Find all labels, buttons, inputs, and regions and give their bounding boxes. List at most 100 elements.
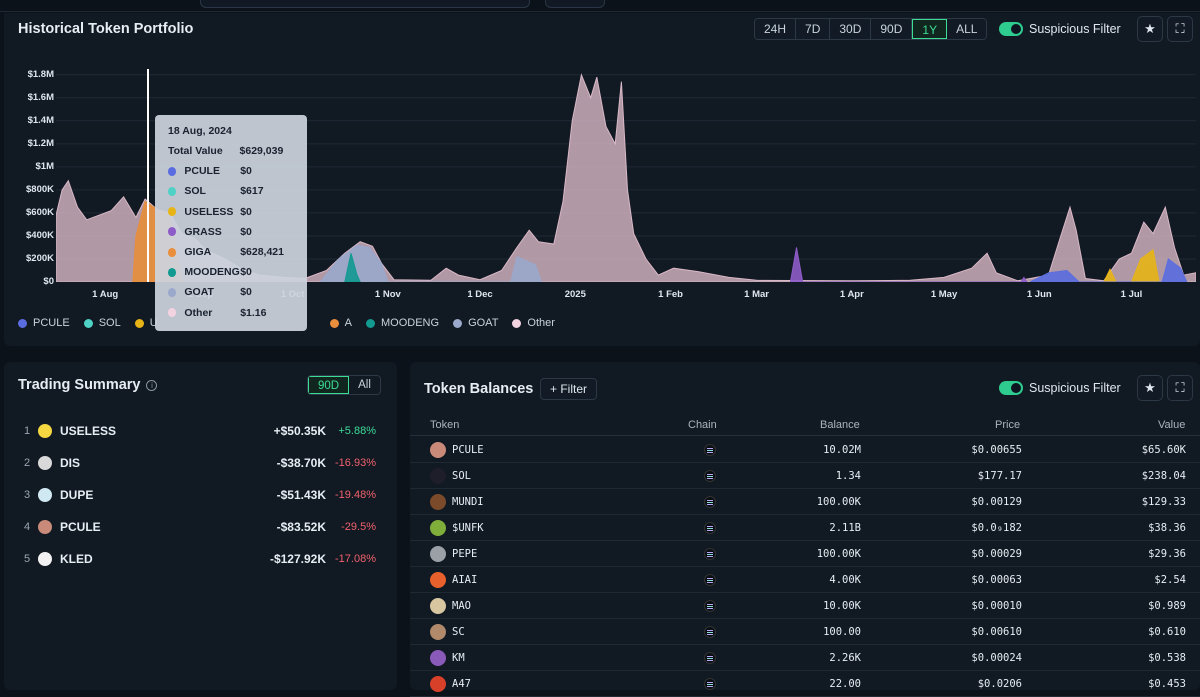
legend-label: MOODENG <box>381 317 440 329</box>
token-value: $0.453 <box>1148 678 1186 690</box>
col-price[interactable]: Price <box>995 419 1021 431</box>
tooltip-label: GRASS <box>184 225 222 238</box>
balance-row[interactable]: SOL 1.34 $177.17 $238.04 <box>410 463 1200 489</box>
tooltip-row: SOL $617 <box>168 185 296 197</box>
token-symbol: SC <box>452 626 465 638</box>
token-balance: 10.00K <box>823 600 861 612</box>
tooltip-label: GIGA <box>184 246 212 258</box>
token-avatar <box>430 676 446 692</box>
suspicious-filter-toggle[interactable] <box>999 22 1023 36</box>
trading-row[interactable]: 5 KLED -$127.92K -17.08% <box>24 549 376 569</box>
suspicious-filter-label: Suspicious Filter <box>1029 22 1121 36</box>
trading-row[interactable]: 4 PCULE -$83.52K -29.5% <box>24 517 376 537</box>
balance-row[interactable]: A47 22.00 $0.0206 $0.453 <box>410 671 1200 697</box>
token-price: $0.00024 <box>971 652 1022 664</box>
tooltip-swatch <box>168 267 177 277</box>
token-value: $0.610 <box>1148 626 1186 638</box>
search-bar[interactable] <box>200 0 530 8</box>
legend-item-a[interactable]: A <box>329 317 352 329</box>
legend-label: A <box>344 317 352 329</box>
token-symbol: KM <box>452 652 465 664</box>
balance-row[interactable]: MUNDI 100.00K $0.00129 $129.33 <box>410 489 1200 515</box>
star-icon[interactable]: ★ <box>1137 375 1163 401</box>
col-token[interactable]: Token <box>430 419 460 431</box>
tooltip-value: $0 <box>240 225 252 238</box>
balance-row[interactable]: MAO 10.00K $0.00010 $0.989 <box>410 593 1200 619</box>
balance-row[interactable]: PCULE 10.02M $0.00655 $65.60K <box>410 437 1200 463</box>
token-avatar <box>430 546 446 562</box>
series-area-goat[interactable] <box>319 244 543 282</box>
legend-swatch <box>453 318 463 328</box>
y-tick-label: $400K <box>26 229 54 241</box>
balance-row[interactable]: PEPE 100.00K $0.00029 $29.36 <box>410 541 1200 567</box>
solana-chain-icon <box>704 522 716 534</box>
token-balance: 1.34 <box>835 470 861 482</box>
tooltip-value: $0 <box>240 205 252 218</box>
legend-item-u[interactable]: U <box>134 317 158 329</box>
balance-row[interactable]: SC 100.00 $0.00610 $0.610 <box>410 619 1200 645</box>
legend-item-other[interactable]: Other <box>512 317 555 329</box>
range-90d[interactable]: 90D <box>871 19 913 39</box>
pnl-percent: -17.08% <box>335 553 376 565</box>
legend-item-pcule[interactable]: PCULE <box>18 317 70 329</box>
token-value: $238.04 <box>1141 470 1186 482</box>
tooltip-row: USELESS $0 <box>168 206 296 218</box>
tooltip-label: MOODENG <box>184 266 240 279</box>
y-tick-label: $800K <box>26 183 54 195</box>
x-tick-label: 1 Jun <box>1026 289 1052 300</box>
series-area-useless[interactable] <box>1103 248 1160 282</box>
series-area-moodeng[interactable] <box>344 253 361 282</box>
legend-label: Other <box>527 317 555 329</box>
star-icon[interactable]: ★ <box>1137 16 1163 42</box>
tooltip-row: GRASS $0 <box>168 226 296 238</box>
range-30d[interactable]: 30D <box>830 19 872 39</box>
solana-chain-icon <box>704 444 716 456</box>
expand-icon[interactable]: ⛶ <box>1167 16 1193 42</box>
token-symbol: PCULE <box>60 520 101 534</box>
trading-row[interactable]: 2 DIS -$38.70K -16.93% <box>24 453 376 473</box>
range-all[interactable]: ALL <box>947 19 987 39</box>
top-button[interactable] <box>545 0 605 8</box>
legend-item-goat[interactable]: GOAT <box>453 317 498 329</box>
hover-cursor-line <box>147 69 149 282</box>
trading-row[interactable]: 3 DUPE -$51.43K -19.48% <box>24 485 376 505</box>
tooltip-swatch <box>168 287 177 297</box>
expand-icon[interactable]: ⛶ <box>1167 375 1193 401</box>
token-value: $65.60K <box>1141 444 1186 456</box>
legend-label: PCULE <box>33 317 70 329</box>
info-icon[interactable]: i <box>146 379 158 391</box>
series-area-pcule[interactable] <box>1029 258 1188 282</box>
balance-row[interactable]: $UNFK 2.11B $0.0₉182 $38.36 <box>410 515 1200 541</box>
legend-item-sol[interactable]: SOL <box>83 317 121 329</box>
pnl-value: -$51.43K <box>276 488 326 502</box>
tooltip-row: Total Value $629,039 <box>168 145 296 157</box>
range-7d[interactable]: 7D <box>796 19 831 39</box>
legend-item-moodeng[interactable]: MOODENG <box>366 317 439 329</box>
token-price: $0.0₉182 <box>971 522 1022 534</box>
token-symbol: PCULE <box>452 444 484 456</box>
range-24h[interactable]: 24H <box>755 19 797 39</box>
x-tick-label: 1 Aug <box>92 289 119 300</box>
trading-summary-title: Trading Summary i <box>18 377 158 393</box>
col-balance[interactable]: Balance <box>820 419 860 431</box>
top-strip <box>0 0 1200 12</box>
legend-label: SOL <box>98 317 121 329</box>
tooltip-label: Total Value <box>168 145 223 157</box>
add-filter-button[interactable]: + Filter <box>540 378 598 400</box>
balance-row[interactable]: KM 2.26K $0.00024 $0.538 <box>410 645 1200 671</box>
token-symbol: SOL <box>452 470 471 482</box>
tooltip-swatch <box>168 247 177 257</box>
tab-90d[interactable]: 90D <box>308 376 350 394</box>
balances-suspicious-filter-toggle[interactable] <box>999 381 1023 395</box>
range-1y[interactable]: 1Y <box>912 19 948 39</box>
tab-all[interactable]: All <box>358 379 371 391</box>
col-chain[interactable]: Chain <box>688 419 717 431</box>
token-symbol: $UNFK <box>452 522 484 534</box>
trading-row[interactable]: 1 USELESS +$50.35K +5.88% <box>24 421 376 441</box>
series-area-grass[interactable] <box>789 247 1028 283</box>
token-symbol: USELESS <box>60 424 117 438</box>
token-icon <box>38 456 52 470</box>
col-value[interactable]: Value <box>1158 419 1186 431</box>
token-price: $0.00063 <box>971 574 1022 586</box>
balance-row[interactable]: AIAI 4.00K $0.00063 $2.54 <box>410 567 1200 593</box>
